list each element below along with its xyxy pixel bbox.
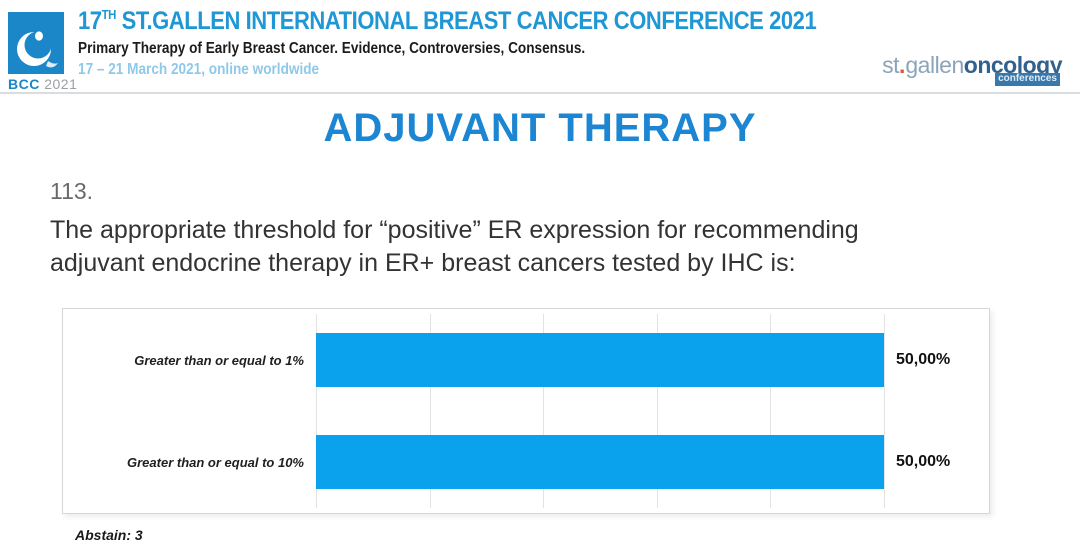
bar-label: Greater than or equal to 10% (127, 454, 304, 470)
conference-title-ordinal: TH (101, 7, 117, 22)
bcc-logo-caption: BCC 2021 (8, 76, 77, 92)
question-text: The appropriate threshold for “positive”… (50, 214, 859, 280)
poll-results-chart: Greater than or equal to 1% 50,00% Great… (62, 308, 990, 514)
conference-title-rest: ST.GALLEN INTERNATIONAL BREAST CANCER CO… (115, 7, 817, 35)
bar-track (316, 411, 884, 513)
result-bar (316, 333, 884, 387)
conference-header-text: 17TH ST.GALLEN INTERNATIONAL BREAST CANC… (78, 7, 917, 79)
bcc-drop-icon (8, 12, 64, 74)
chart-row: Greater than or equal to 10% 50,00% (63, 411, 989, 513)
conference-subtitle: Primary Therapy of Early Breast Cancer. … (78, 40, 586, 57)
question-number: 113. (50, 178, 94, 204)
stgallen-logo-dot: . (898, 52, 906, 78)
conference-title-number: 17 (78, 7, 102, 35)
bar-label: Greater than or equal to 1% (134, 352, 304, 368)
slide-title: ADJUVANT THERAPY (323, 106, 757, 150)
conference-header: BCC 2021 17TH ST.GALLEN INTERNATIONAL BR… (0, 0, 1080, 94)
bcc-logo: BCC 2021 (8, 12, 77, 92)
conference-title: 17TH ST.GALLEN INTERNATIONAL BREAST CANC… (78, 7, 817, 36)
abstain-note: Abstain: 3 (75, 527, 143, 543)
bcc-year: 2021 (44, 76, 78, 92)
chart-gridlines (316, 314, 885, 508)
conference-date: 17 – 21 March 2021, online worldwide (78, 61, 320, 78)
result-bar (316, 435, 884, 489)
bar-value: 50,00% (896, 351, 951, 368)
chart-rows: Greater than or equal to 1% 50,00% Great… (63, 309, 989, 513)
question-text-line-2: adjuvant endocrine therapy in ER+ breast… (50, 249, 796, 277)
stgallen-logo-conferences: conferences (995, 73, 1060, 86)
bar-value: 50,00% (896, 453, 951, 470)
bcc-acronym: BCC (8, 76, 40, 92)
question-text-line-1: The appropriate threshold for “positive”… (50, 216, 859, 244)
stgallen-logo-st: st (882, 52, 899, 78)
stgallen-oncology-logo: st.gallenoncology conferences (882, 52, 1063, 86)
bar-track (316, 309, 884, 411)
stgallen-logo-gallen: gallen (905, 52, 964, 78)
chart-row: Greater than or equal to 1% 50,00% (63, 309, 989, 411)
